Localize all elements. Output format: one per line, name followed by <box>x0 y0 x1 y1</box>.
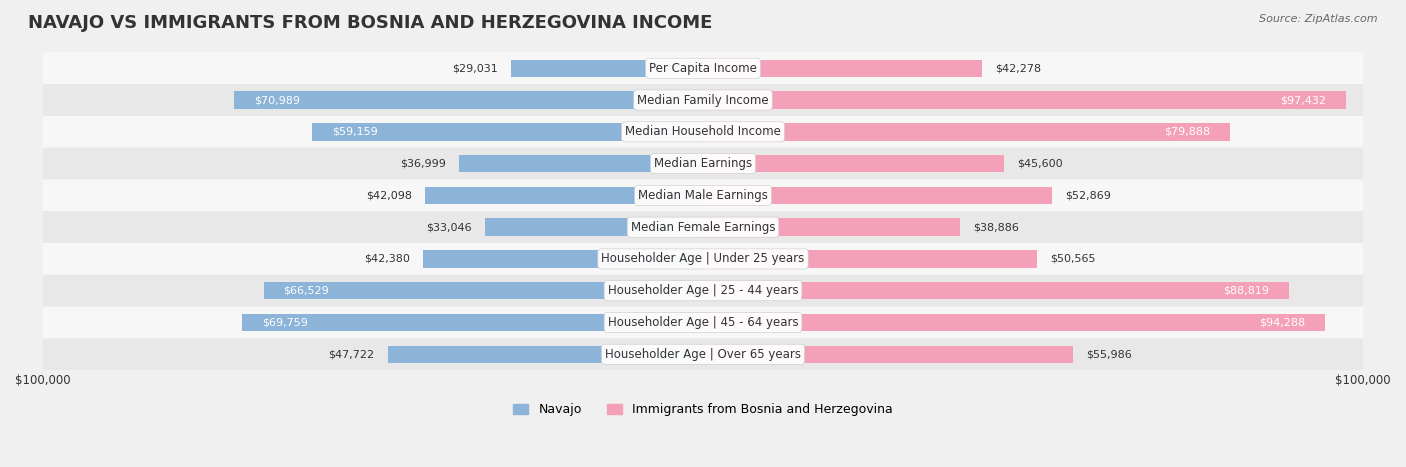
Text: $66,529: $66,529 <box>284 286 329 296</box>
Bar <box>703 346 1073 363</box>
Text: $42,098: $42,098 <box>366 191 412 200</box>
FancyBboxPatch shape <box>42 339 1364 370</box>
Text: $42,380: $42,380 <box>364 254 411 264</box>
Text: Median Household Income: Median Household Income <box>626 125 780 138</box>
Text: Householder Age | Under 25 years: Householder Age | Under 25 years <box>602 253 804 265</box>
Text: $36,999: $36,999 <box>399 159 446 169</box>
Bar <box>703 155 1004 172</box>
Bar <box>264 282 703 299</box>
Bar <box>703 250 1036 268</box>
Text: Median Male Earnings: Median Male Earnings <box>638 189 768 202</box>
Bar <box>312 123 703 141</box>
Text: Source: ZipAtlas.com: Source: ZipAtlas.com <box>1260 14 1378 24</box>
Text: $42,278: $42,278 <box>995 63 1042 73</box>
FancyBboxPatch shape <box>42 148 1364 179</box>
Bar <box>703 282 1289 299</box>
Text: $29,031: $29,031 <box>453 63 498 73</box>
FancyBboxPatch shape <box>42 116 1364 148</box>
Text: $45,600: $45,600 <box>1018 159 1063 169</box>
Text: $55,986: $55,986 <box>1085 349 1132 359</box>
Text: Householder Age | 25 - 44 years: Householder Age | 25 - 44 years <box>607 284 799 297</box>
Text: $79,888: $79,888 <box>1164 127 1211 137</box>
Bar <box>703 59 983 77</box>
Text: $50,565: $50,565 <box>1050 254 1095 264</box>
FancyBboxPatch shape <box>42 52 1364 84</box>
Text: $38,886: $38,886 <box>973 222 1019 232</box>
Bar <box>703 314 1326 331</box>
Text: Median Earnings: Median Earnings <box>654 157 752 170</box>
Text: $69,759: $69,759 <box>263 318 308 327</box>
Text: $47,722: $47,722 <box>329 349 375 359</box>
Legend: Navajo, Immigrants from Bosnia and Herzegovina: Navajo, Immigrants from Bosnia and Herze… <box>509 398 897 421</box>
Bar <box>703 187 1052 204</box>
Text: NAVAJO VS IMMIGRANTS FROM BOSNIA AND HERZEGOVINA INCOME: NAVAJO VS IMMIGRANTS FROM BOSNIA AND HER… <box>28 14 713 32</box>
Bar <box>242 314 703 331</box>
Bar <box>703 91 1346 109</box>
FancyBboxPatch shape <box>42 307 1364 339</box>
Bar <box>485 219 703 236</box>
Text: Median Family Income: Median Family Income <box>637 93 769 106</box>
Text: $33,046: $33,046 <box>426 222 471 232</box>
Bar <box>703 219 960 236</box>
Bar <box>458 155 703 172</box>
FancyBboxPatch shape <box>42 243 1364 275</box>
FancyBboxPatch shape <box>42 84 1364 116</box>
Text: Median Female Earnings: Median Female Earnings <box>631 221 775 234</box>
Bar <box>423 250 703 268</box>
Text: Householder Age | Over 65 years: Householder Age | Over 65 years <box>605 348 801 361</box>
Text: $70,989: $70,989 <box>254 95 299 105</box>
Text: $59,159: $59,159 <box>332 127 378 137</box>
FancyBboxPatch shape <box>42 179 1364 211</box>
Text: $52,869: $52,869 <box>1066 191 1111 200</box>
Bar <box>235 91 703 109</box>
Text: $97,432: $97,432 <box>1281 95 1326 105</box>
Text: $88,819: $88,819 <box>1223 286 1270 296</box>
FancyBboxPatch shape <box>42 211 1364 243</box>
Bar <box>703 123 1230 141</box>
FancyBboxPatch shape <box>42 275 1364 307</box>
Text: Per Capita Income: Per Capita Income <box>650 62 756 75</box>
Text: Householder Age | 45 - 64 years: Householder Age | 45 - 64 years <box>607 316 799 329</box>
Text: $94,288: $94,288 <box>1260 318 1306 327</box>
Bar <box>512 59 703 77</box>
Bar <box>425 187 703 204</box>
Bar <box>388 346 703 363</box>
